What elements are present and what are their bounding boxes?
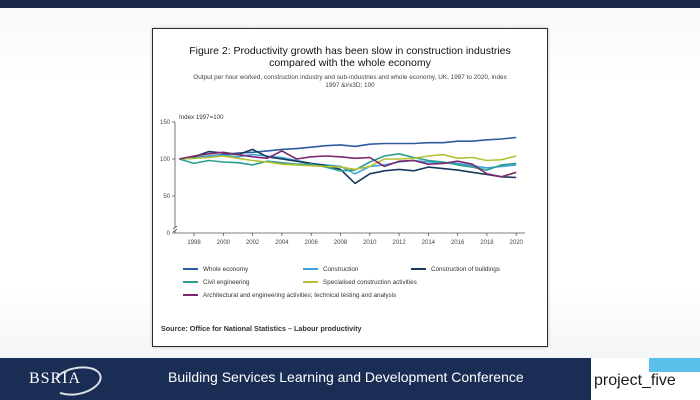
chart-source: Source: Office for National Statistics –…	[161, 324, 362, 333]
y-tick-label: 150	[160, 120, 171, 126]
axes-group: 0 50 100 150 1998 2000 2002 2004 2006 2008 2010 201…	[160, 120, 525, 246]
y-axis-label: Index 1997=100	[179, 114, 224, 121]
conference-title: Building Services Learning and Developme…	[168, 369, 524, 385]
line-chart: Figure 2: Productivity growth has been s…	[160, 45, 525, 333]
legend-label: Construction	[323, 266, 359, 273]
series-line-1	[179, 136, 517, 160]
bsria-logo: BSRIA	[0, 358, 110, 400]
x-tick-label: 2004	[275, 240, 289, 246]
x-tick-label: 2014	[422, 240, 436, 246]
legend-label: Construction of buildings	[431, 266, 500, 273]
x-tick-label: 2016	[451, 240, 465, 246]
x-tick-label: 2018	[480, 240, 494, 246]
series-line-6	[179, 150, 517, 178]
legend-label: Civil engineering	[203, 279, 250, 286]
x-tick-label: 2020	[510, 240, 524, 246]
x-tick-label: 1998	[187, 240, 201, 246]
footer-bar: BSRIA Building Services Learning and Dev…	[0, 358, 700, 400]
legend-label: Whole economy	[203, 266, 249, 273]
x-tick-label: 2010	[363, 240, 377, 246]
x-tick-label: 2012	[392, 240, 406, 246]
legend-label: Specialised construction activities	[323, 279, 417, 286]
chart-subtitle-line-2: 1997 &#x3D; 100	[325, 82, 375, 89]
project-five-logo-text: project_five	[594, 372, 676, 389]
x-tick-label: 2000	[217, 240, 231, 246]
project-five-accent	[649, 358, 700, 372]
y-tick-label: 0	[167, 231, 171, 237]
series-lines	[179, 136, 517, 185]
chart-subtitle-line-1: Output per hour worked, construction ind…	[193, 74, 507, 81]
chart-title-line-1: Figure 2: Productivity growth has been s…	[189, 45, 511, 57]
project-five-logo: project_five	[591, 358, 700, 400]
series-line-4	[179, 153, 517, 172]
bsria-logo-text: BSRIA	[28, 370, 82, 387]
x-tick-label: 2002	[246, 240, 260, 246]
chart-legend: Whole economy Construction Construction of…	[183, 266, 500, 299]
y-tick-label: 100	[160, 157, 171, 163]
y-tick-label: 50	[163, 194, 170, 200]
slide-area: Figure 2: Productivity growth has been s…	[0, 8, 700, 358]
x-tick-label: 2006	[305, 240, 319, 246]
x-tick-label: 2008	[334, 240, 348, 246]
chart-figure: Figure 2: Productivity growth has been s…	[152, 28, 548, 347]
series-line-5	[179, 153, 517, 171]
legend-label: Architectural and engineering activities…	[203, 292, 396, 299]
axis-break-mark	[172, 225, 178, 233]
chart-title-line-2: compared with the whole economy	[269, 57, 431, 69]
top-bar	[0, 0, 700, 8]
